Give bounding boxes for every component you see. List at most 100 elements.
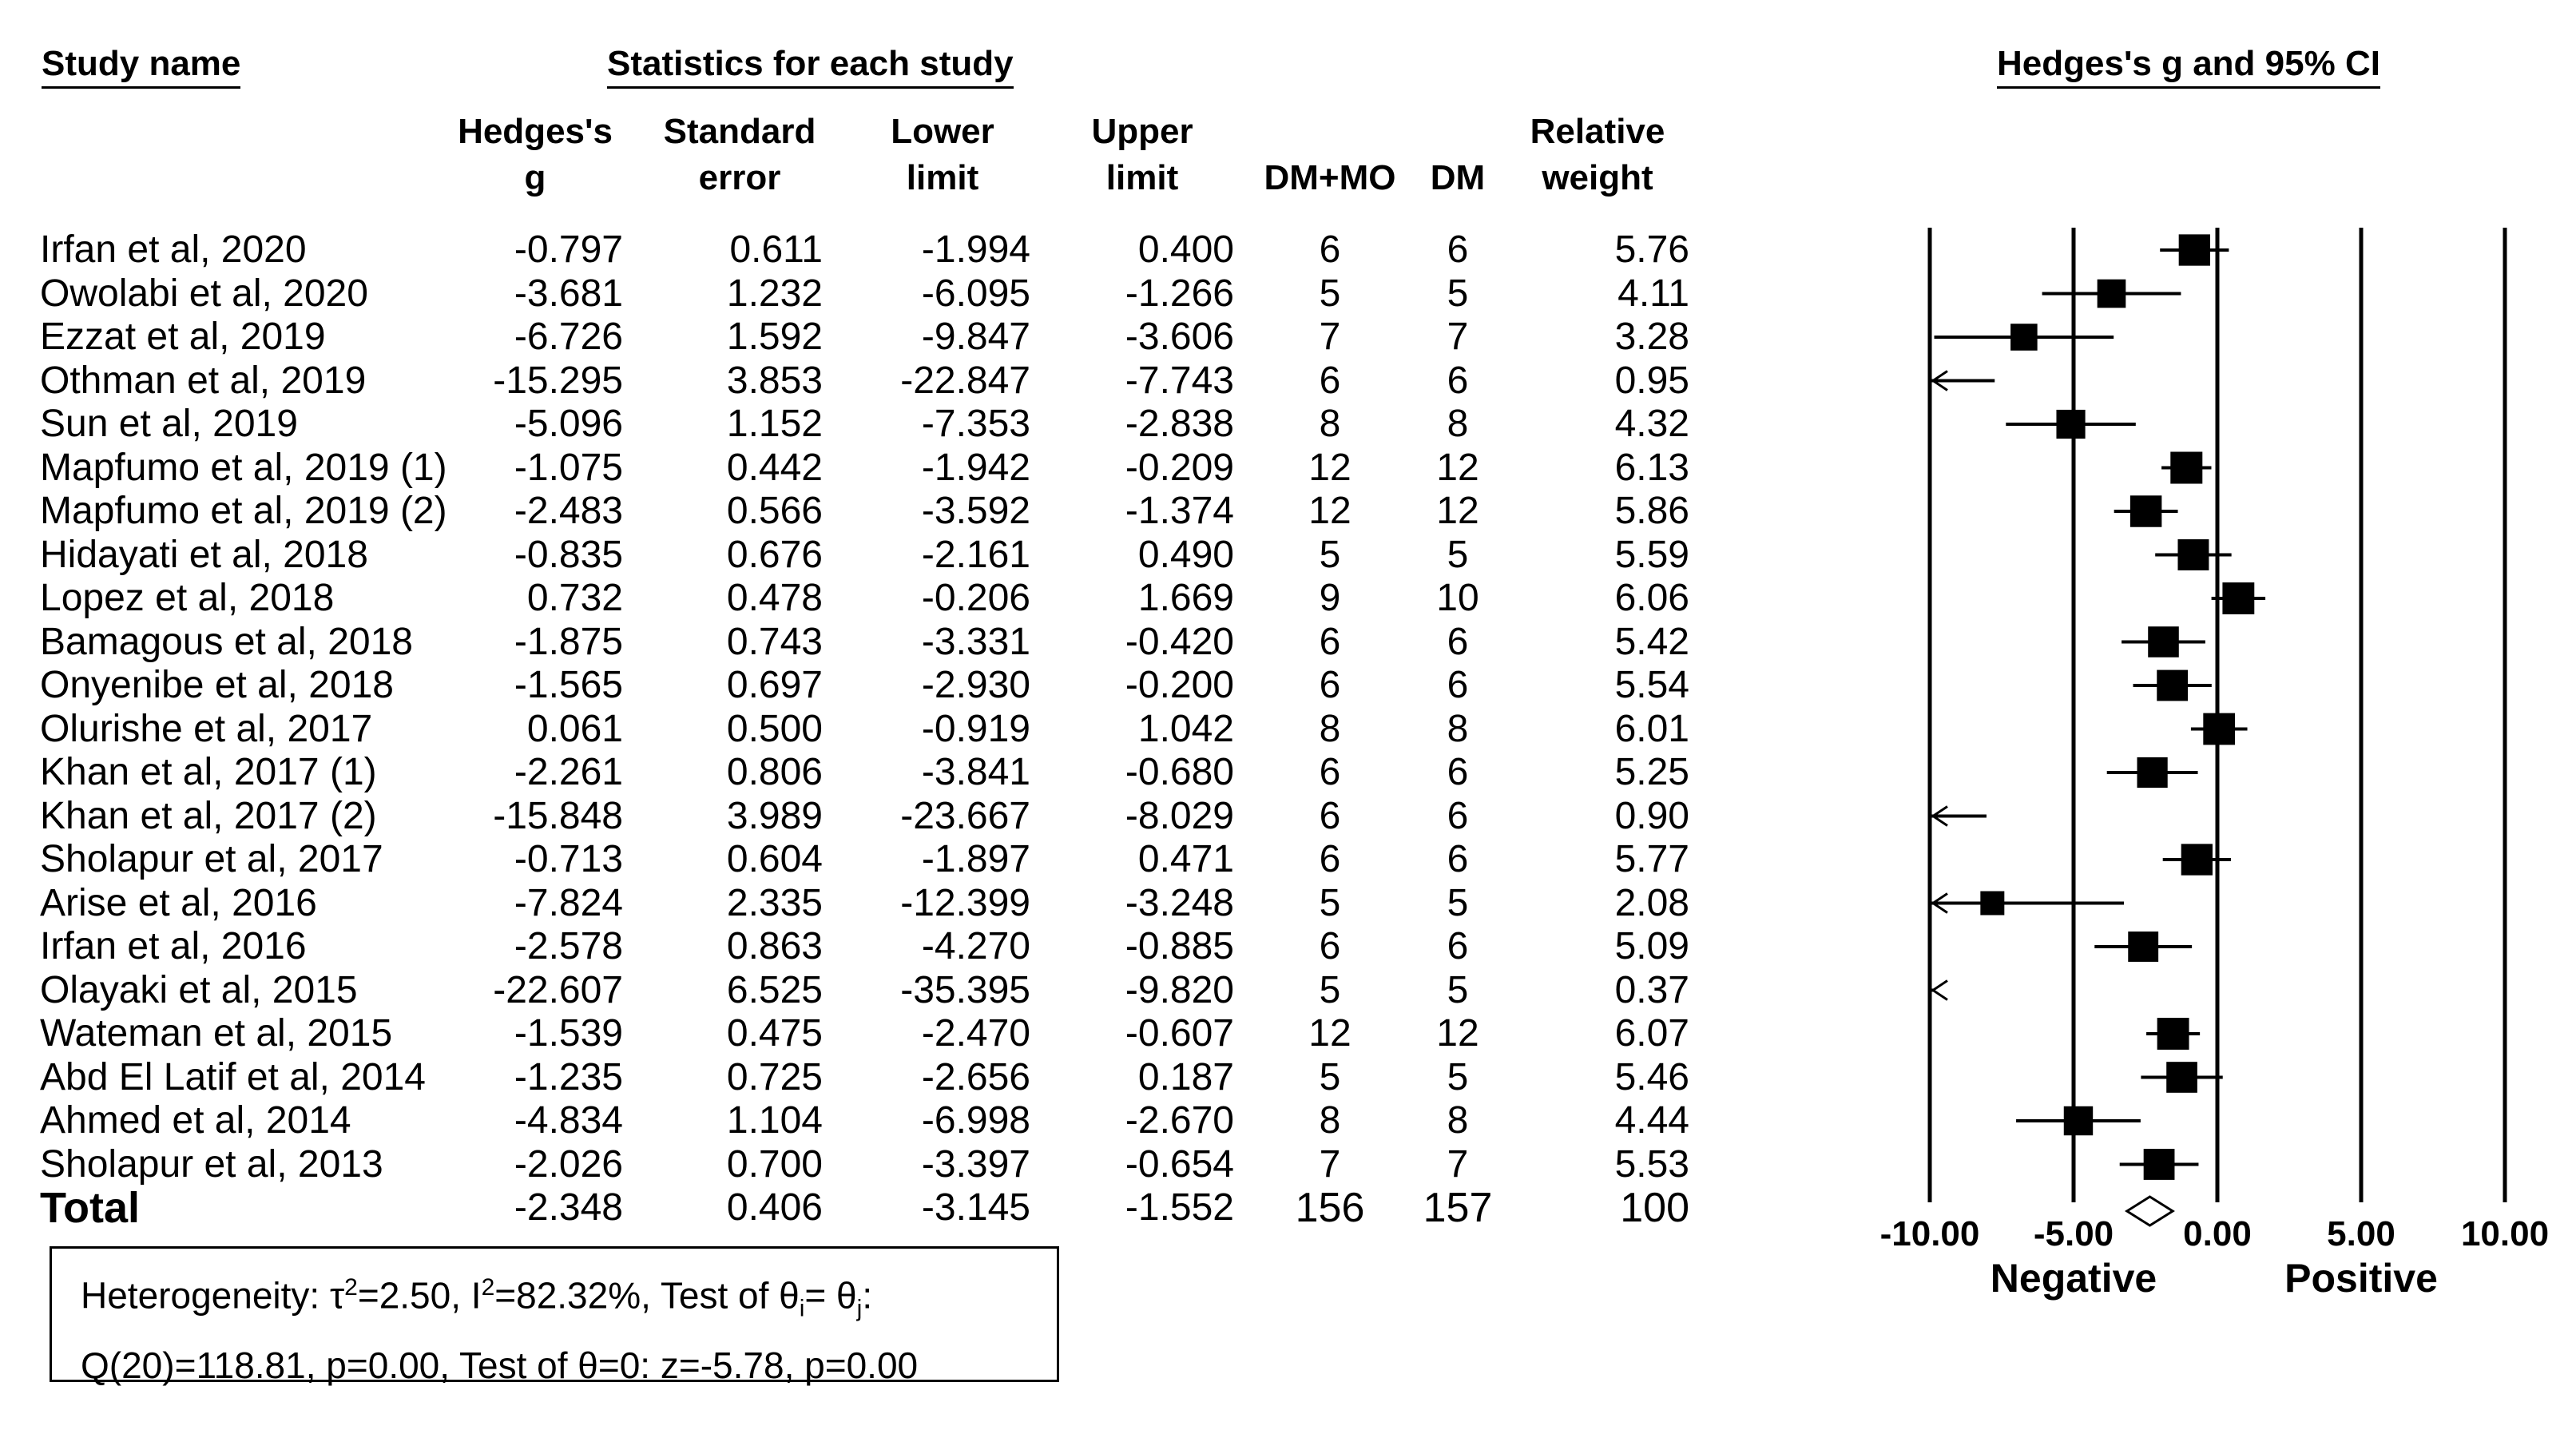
axis-tick-label-3: 5.00 bbox=[2327, 1214, 2395, 1253]
study-row-14-upper: -8.029 bbox=[1125, 794, 1234, 837]
study-row-18-lower: -35.395 bbox=[900, 968, 1030, 1011]
col-header-hedges-g: Hedges's g bbox=[431, 109, 639, 201]
study-row-18-se: 6.525 bbox=[726, 968, 823, 1011]
study-row-2-w: 4.11 bbox=[1617, 272, 1689, 315]
col-header-dm-mo: DM+MO bbox=[1264, 158, 1396, 197]
study-row-9-g: 0.732 bbox=[526, 577, 623, 619]
col-header-dm: DM bbox=[1430, 158, 1486, 197]
study-row-4-upper: -7.743 bbox=[1125, 359, 1234, 402]
study-row-5-lower: -7.353 bbox=[921, 403, 1030, 445]
study-row-4-n1: 6 bbox=[1319, 359, 1341, 402]
het-label: Heterogeneity: τ bbox=[81, 1274, 345, 1317]
study-row-13-name: Khan et al, 2017 (1) bbox=[40, 751, 377, 793]
study-row-9-w: 6.06 bbox=[1614, 577, 1689, 619]
point-marker-20 bbox=[2166, 1062, 2197, 1093]
col-header-relative-weight-line2: weight bbox=[1542, 158, 1653, 197]
total-row-w: 100 bbox=[1620, 1185, 1689, 1231]
col-header-lower-limit: Lower limit bbox=[839, 109, 1046, 201]
study-row-9-se: 0.478 bbox=[726, 577, 823, 619]
ci-arrow-14 bbox=[1931, 805, 1948, 827]
study-row-16-g: -7.824 bbox=[514, 881, 623, 924]
study-row-9-lower: -0.206 bbox=[921, 577, 1030, 619]
study-row-15-g: -0.713 bbox=[514, 838, 623, 880]
study-row-1-n1: 6 bbox=[1319, 228, 1341, 271]
total-row-upper: -1.552 bbox=[1125, 1186, 1234, 1229]
point-marker-5 bbox=[2056, 409, 2086, 439]
study-row-5-w: 4.32 bbox=[1614, 403, 1689, 445]
study-row-1-w: 5.76 bbox=[1614, 228, 1689, 271]
study-row-15-n1: 6 bbox=[1319, 838, 1341, 880]
study-row-9-n2: 10 bbox=[1436, 577, 1479, 619]
study-row-12-lower: -0.919 bbox=[921, 707, 1030, 750]
study-row-12-upper: 1.042 bbox=[1137, 707, 1234, 750]
study-row-14-n1: 6 bbox=[1319, 794, 1341, 837]
study-row-12-n2: 8 bbox=[1447, 707, 1469, 750]
study-row-16-n1: 5 bbox=[1319, 881, 1341, 924]
heterogeneity-line-2: Q(20)=118.81, p=0.00, Test of θ=0: z=-5.… bbox=[81, 1344, 919, 1386]
point-marker-15 bbox=[2181, 844, 2213, 876]
study-row-3-n1: 7 bbox=[1319, 316, 1341, 358]
study-row-20-upper: 0.187 bbox=[1137, 1055, 1234, 1098]
study-row-6-upper: -0.209 bbox=[1125, 446, 1234, 489]
study-row-21-lower: -6.998 bbox=[921, 1099, 1030, 1142]
study-row-10-se: 0.743 bbox=[726, 620, 823, 663]
study-row-3-w: 3.28 bbox=[1614, 316, 1689, 358]
point-marker-3 bbox=[2010, 324, 2038, 351]
col-header-lower-limit-line2: limit bbox=[906, 158, 979, 197]
study-row-22-w: 5.53 bbox=[1614, 1142, 1689, 1186]
study-row-2-lower: -6.095 bbox=[921, 272, 1030, 315]
study-row-19-n1: 12 bbox=[1308, 1012, 1352, 1055]
study-row-18-g: -22.607 bbox=[493, 968, 623, 1011]
study-row-10-lower: -3.331 bbox=[921, 620, 1030, 663]
study-row-4-n2: 6 bbox=[1447, 359, 1469, 402]
study-row-12-n1: 8 bbox=[1319, 707, 1341, 750]
study-row-5-n1: 8 bbox=[1319, 403, 1341, 445]
study-row-19-lower: -2.470 bbox=[921, 1012, 1030, 1055]
study-row-5-n2: 8 bbox=[1447, 403, 1469, 445]
study-row-14-name: Khan et al, 2017 (2) bbox=[40, 794, 377, 837]
study-row-17-g: -2.578 bbox=[514, 925, 623, 967]
point-marker-21 bbox=[2063, 1106, 2094, 1136]
study-row-8-w: 5.59 bbox=[1614, 533, 1689, 576]
study-row-17-lower: -4.270 bbox=[921, 925, 1030, 967]
point-marker-12 bbox=[2203, 713, 2236, 745]
study-row-19-name: Wateman et al, 2015 bbox=[40, 1012, 393, 1055]
study-row-13-upper: -0.680 bbox=[1125, 751, 1234, 793]
study-row-13-w: 5.25 bbox=[1614, 751, 1689, 793]
study-row-4-g: -15.295 bbox=[493, 359, 623, 402]
study-row-8-n1: 5 bbox=[1319, 533, 1341, 576]
study-row-20-lower: -2.656 bbox=[921, 1055, 1030, 1098]
study-row-10-w: 5.42 bbox=[1614, 620, 1689, 663]
total-row-n2: 157 bbox=[1423, 1185, 1493, 1231]
study-row-7-n2: 12 bbox=[1436, 490, 1479, 532]
axis-tick-label-1: -5.00 bbox=[2033, 1214, 2114, 1253]
het-eq-theta: = θ bbox=[804, 1274, 857, 1317]
study-row-14-w: 0.90 bbox=[1614, 794, 1689, 837]
study-row-16-w: 2.08 bbox=[1614, 881, 1689, 924]
theta-sub-i: i bbox=[799, 1295, 805, 1322]
study-row-21-upper: -2.670 bbox=[1125, 1099, 1234, 1142]
study-row-5-name: Sun et al, 2019 bbox=[40, 403, 298, 445]
ci-arrow-18 bbox=[1931, 979, 1948, 1001]
study-row-16-upper: -3.248 bbox=[1125, 881, 1234, 924]
study-row-21-w: 4.44 bbox=[1614, 1099, 1689, 1142]
study-row-3-g: -6.726 bbox=[514, 316, 623, 358]
study-row-21-g: -4.834 bbox=[514, 1099, 623, 1142]
study-row-20-se: 0.725 bbox=[726, 1055, 823, 1098]
study-row-10-upper: -0.420 bbox=[1125, 620, 1234, 663]
study-row-11-se: 0.697 bbox=[726, 664, 823, 706]
study-row-8-upper: 0.490 bbox=[1137, 533, 1234, 576]
study-row-6-w: 6.13 bbox=[1614, 446, 1689, 489]
study-row-8-name: Hidayati et al, 2018 bbox=[40, 533, 368, 576]
study-row-6-lower: -1.942 bbox=[921, 446, 1030, 489]
study-name-header: Study name bbox=[42, 43, 241, 89]
study-row-15-se: 0.604 bbox=[726, 838, 823, 880]
point-marker-10 bbox=[2148, 626, 2179, 657]
study-row-11-name: Onyenibe et al, 2018 bbox=[40, 664, 394, 706]
study-row-14-lower: -23.667 bbox=[900, 794, 1030, 837]
study-row-10-name: Bamagous et al, 2018 bbox=[40, 620, 413, 663]
study-row-19-w: 6.07 bbox=[1614, 1012, 1689, 1055]
summary-diamond bbox=[2124, 1195, 2175, 1227]
study-row-1-g: -0.797 bbox=[514, 228, 623, 271]
study-row-2-g: -3.681 bbox=[514, 272, 623, 315]
